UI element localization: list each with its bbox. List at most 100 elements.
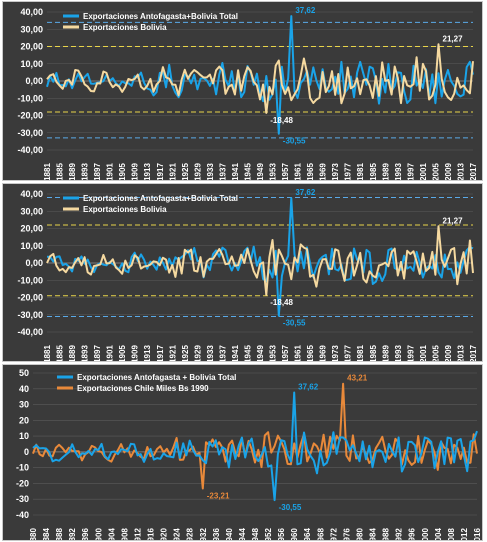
x-tick-label: 2000 — [421, 528, 430, 540]
legend-label: Exportaciones Bolivia — [83, 23, 167, 32]
x-tick-label: 1977 — [344, 345, 353, 361]
x-tick-label: 1905 — [118, 345, 127, 361]
x-tick-label: 1881 — [43, 345, 52, 361]
x-tick-label: 1885 — [56, 345, 65, 361]
x-tick-label: 1920 — [160, 528, 169, 540]
y-tick-label: -40 — [16, 510, 29, 520]
x-tick-label: 2013 — [456, 163, 465, 180]
y-tick-label: -40,00 — [17, 145, 43, 155]
data-label: 43,21 — [347, 374, 368, 383]
series-line-1 — [46, 15, 474, 135]
x-tick-label: 1933 — [206, 163, 215, 180]
x-tick-label: 1904 — [107, 528, 116, 540]
x-tick-label: 1997 — [406, 163, 415, 180]
x-tick-label: 1900 — [94, 528, 103, 540]
x-tick-label: 1909 — [131, 345, 140, 361]
x-tick-label: 1925 — [181, 163, 190, 180]
x-tick-label: 2005 — [431, 163, 440, 180]
y-tick-label: 0,00 — [25, 258, 43, 268]
x-tick-label: 1881 — [43, 163, 52, 180]
y-tick-label: -30,00 — [17, 128, 43, 138]
y-tick-label: -30 — [16, 494, 29, 504]
y-tick-label: -10 — [16, 463, 29, 473]
chart-1: -40,00 -30,00 -20,00 -10,00 0,00 10,00 20,00 30… — [17, 6, 478, 180]
x-tick-label: 1949 — [256, 345, 265, 361]
x-tick-label: 1944 — [238, 528, 247, 540]
legend-label: Exportaciones Bolivia — [83, 205, 167, 214]
y-tick-label: 40 — [19, 384, 29, 394]
x-tick-label: 1889 — [68, 345, 77, 361]
x-tick-label: 1936 — [212, 528, 221, 540]
x-tick-label: 1885 — [56, 163, 65, 180]
y-tick-label: -20,00 — [17, 293, 43, 303]
x-tick-label: 1961 — [294, 163, 303, 180]
data-label: 37,62 — [295, 188, 316, 197]
x-tick-label: 1953 — [269, 345, 278, 361]
x-tick-label: 1957 — [281, 345, 290, 361]
y-tick-label: 20,00 — [20, 224, 43, 234]
x-tick-label: 2004 — [434, 528, 443, 540]
x-tick-label: 1924 — [173, 528, 182, 540]
chart-panel-3: -40 -30 -20 -10 0 10 20 30 40 50 1880 1884 1888 1892 1… — [2, 364, 483, 541]
x-tick-label: 1985 — [369, 163, 378, 180]
x-tick-label: 1961 — [294, 345, 303, 361]
x-tick-label: 1973 — [331, 163, 340, 180]
x-tick-label: 2017 — [469, 345, 478, 361]
x-tick-label: 1988 — [382, 528, 391, 540]
x-tick-label: 1941 — [231, 163, 240, 180]
y-tick-label: 30,00 — [20, 206, 43, 216]
x-tick-label: 2017 — [469, 163, 478, 180]
x-tick-label: 2012 — [460, 528, 469, 540]
data-label: -18,48 — [270, 116, 293, 125]
x-tick-label: 1973 — [331, 345, 340, 361]
x-tick-label: 1977 — [344, 163, 353, 180]
x-tick-label: 1880 — [29, 528, 38, 540]
chart-panel-1: -40,00 -30,00 -20,00 -10,00 0,00 10,00 20,00 30… — [2, 1, 483, 181]
x-tick-label: 1989 — [381, 345, 390, 361]
x-tick-label: 1897 — [93, 163, 102, 180]
x-tick-label: 1937 — [218, 163, 227, 180]
x-tick-label: 1909 — [131, 163, 140, 180]
x-tick-label: 1945 — [243, 345, 252, 361]
y-tick-label: 30 — [19, 400, 29, 410]
x-tick-label: 1913 — [143, 345, 152, 361]
x-tick-label: 1996 — [408, 528, 417, 540]
x-tick-label: 1945 — [243, 163, 252, 180]
y-tick-label: -30,00 — [17, 310, 43, 320]
series-line-1 — [46, 197, 474, 317]
x-tick-label: 1928 — [186, 528, 195, 540]
x-tick-label: 1921 — [168, 345, 177, 361]
y-tick-label: 40,00 — [20, 189, 43, 199]
x-tick-label: 1993 — [394, 163, 403, 180]
x-tick-label: 1989 — [381, 163, 390, 180]
x-tick-label: 1889 — [68, 163, 77, 180]
x-tick-label: 1969 — [319, 345, 328, 361]
x-tick-label: 2013 — [456, 345, 465, 361]
x-tick-label: 2016 — [473, 528, 482, 540]
x-tick-label: 1976 — [342, 528, 351, 540]
x-tick-label: 1965 — [306, 345, 315, 361]
x-tick-label: 1953 — [269, 163, 278, 180]
y-tick-label: 20 — [19, 415, 29, 425]
data-label: -30,55 — [279, 503, 302, 512]
legend-label: Exportaciones Antofagasta+Bolivia Total — [83, 194, 238, 203]
x-tick-label: 1964 — [303, 528, 312, 540]
x-tick-label: 1960 — [290, 528, 299, 540]
y-tick-label: 0 — [24, 447, 29, 457]
chart-2: -40,00 -30,00 -20,00 -10,00 0,00 10,00 20,00 30… — [17, 188, 478, 361]
x-tick-label: 2001 — [419, 345, 428, 361]
series-line-2 — [46, 225, 474, 296]
y-tick-label: -10,00 — [17, 93, 43, 103]
x-tick-label: 1968 — [316, 528, 325, 540]
y-tick-label: 50 — [19, 368, 29, 378]
series-line-1 — [32, 391, 478, 502]
y-tick-label: -40,00 — [17, 327, 43, 337]
x-tick-label: 1981 — [356, 163, 365, 180]
x-tick-label: 2009 — [444, 345, 453, 361]
x-tick-label: 1965 — [306, 163, 315, 180]
legend-label: Exportaciones Antofagasta + Bolivia Tota… — [77, 373, 236, 382]
data-label: 21,27 — [443, 34, 464, 43]
data-label: 37,62 — [295, 6, 316, 15]
x-tick-label: 1940 — [225, 528, 234, 540]
x-tick-label: 1952 — [264, 528, 273, 540]
